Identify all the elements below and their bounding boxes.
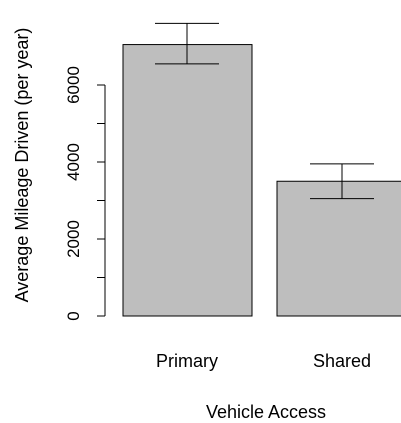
y-tick-label: 6000 (64, 66, 83, 104)
bar-primary (122, 44, 253, 317)
x-tick-labels-group: Primary Shared (156, 351, 371, 371)
bar-shared (276, 180, 401, 317)
x-tick-label: Shared (313, 351, 371, 371)
y-tick-label: 2000 (64, 220, 83, 258)
y-tick-label: 0 (64, 311, 83, 320)
y-axis-title: Average Mileage Driven (per year) (12, 28, 32, 303)
error-bars-group (155, 22, 374, 200)
y-axis: 0 2000 4000 6000 (64, 66, 106, 321)
bars-group (122, 44, 401, 317)
y-tick-label: 4000 (64, 143, 83, 181)
x-axis-title: Vehicle Access (206, 402, 326, 422)
x-tick-label: Primary (156, 351, 218, 371)
